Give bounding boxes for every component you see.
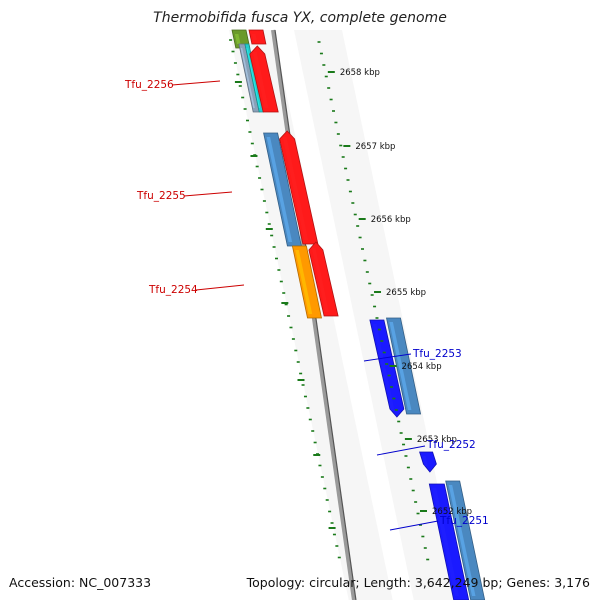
map-title: Thermobifida fusca YX, complete genome — [153, 10, 447, 26]
gene-label: Tfu_2256 — [124, 79, 174, 91]
gene-label: Tfu_2251 — [439, 515, 489, 527]
label-leader-line — [389, 520, 439, 531]
scale-label: 2658 kbp — [340, 68, 380, 78]
accession-text: Accession: NC_007333 — [9, 575, 152, 590]
gene-block-highlight — [295, 250, 313, 314]
label-leader-line — [376, 445, 426, 456]
label-leader-line — [183, 191, 233, 197]
gene-block-highlight — [372, 324, 395, 411]
scale-label: 2655 kbp — [386, 288, 426, 298]
gene-block — [248, 29, 267, 45]
gene-label: Tfu_2254 — [148, 284, 198, 296]
scale-label: 2656 kbp — [371, 215, 411, 225]
gene-block-highlight — [282, 137, 309, 240]
gene-block-highlight — [252, 52, 269, 108]
gene-block-highlight — [311, 248, 329, 312]
track-background — [294, 30, 462, 600]
gene-block-highlight — [234, 34, 241, 44]
scale-label: 2654 kbp — [402, 362, 442, 372]
label-leader-line — [195, 284, 245, 291]
gene-block-highlight — [251, 34, 257, 40]
gene-block-highlight — [240, 48, 255, 108]
gene-block-highlight — [432, 488, 459, 596]
label-leader-line — [171, 80, 221, 86]
label-leader-line — [363, 353, 412, 362]
genome-summary-text: Topology: circular; Length: 3,642,249 bp… — [246, 575, 590, 590]
scale-label: 2652 kbp — [432, 507, 472, 517]
scale-label: 2657 kbp — [355, 142, 395, 152]
gene-block-highlight — [422, 456, 428, 466]
gene-block-highlight — [246, 48, 260, 108]
gene-label: Tfu_2255 — [136, 190, 186, 202]
gene-block-highlight — [448, 485, 476, 596]
scale-label: 2653 kbp — [417, 435, 457, 445]
gene-label: Tfu_2253 — [412, 348, 462, 360]
gene-block-highlight — [266, 137, 293, 242]
gene-block-highlight — [389, 322, 412, 410]
gene-label: Tfu_2252 — [426, 439, 476, 451]
